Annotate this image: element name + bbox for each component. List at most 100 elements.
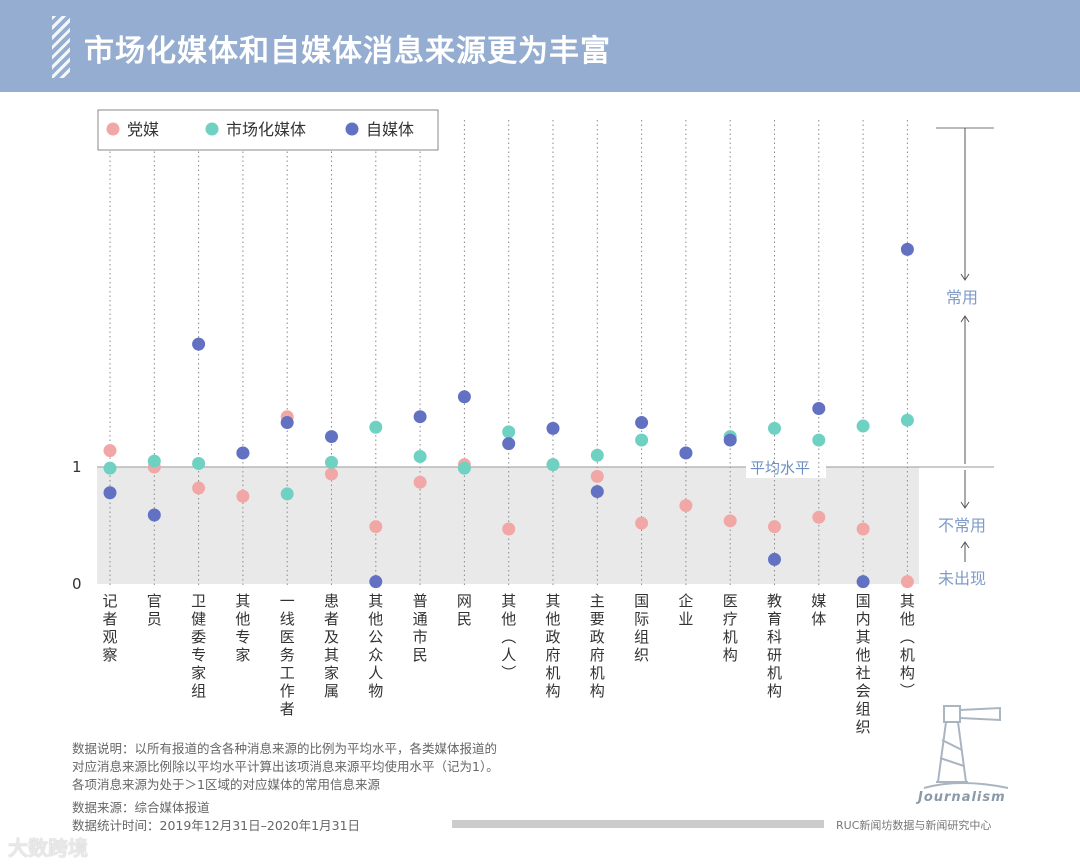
legend-box: [97, 109, 439, 151]
point-party-media: [192, 481, 206, 495]
region-label-absent: 未出现: [938, 569, 986, 588]
point-party-media: [103, 444, 117, 458]
point-self-media: [590, 485, 604, 499]
point-self-media: [502, 437, 516, 451]
absent-arrow-up-head: [960, 541, 970, 549]
point-market-media: [457, 461, 471, 475]
point-self-media: [900, 242, 914, 256]
point-party-media: [723, 514, 737, 528]
logo-text: Journalism: [918, 790, 1006, 805]
point-party-media: [413, 475, 427, 489]
point-self-media: [147, 508, 161, 522]
point-party-media: [590, 469, 604, 483]
point-market-media: [590, 448, 604, 462]
point-party-media: [236, 489, 250, 503]
y-tick-label: 0: [72, 575, 82, 593]
category-label: 其他公众人物: [368, 592, 383, 700]
header-stripes: [52, 16, 70, 78]
category-label: 国内其他社会组织: [856, 592, 871, 736]
point-party-media: [635, 516, 649, 530]
point-market-media: [280, 487, 294, 501]
point-self-media: [812, 402, 826, 415]
point-market-media: [192, 456, 206, 470]
point-self-media: [192, 337, 206, 351]
category-label: 教育科研机构: [767, 592, 782, 700]
category-label: 媒体: [811, 592, 826, 628]
category-label: 其他︵机构︶: [900, 592, 915, 700]
uncommon-arrow-down-head: [960, 501, 970, 509]
point-market-media: [502, 425, 516, 439]
point-self-media: [280, 416, 294, 430]
category-label: 其他政府机构: [545, 592, 560, 700]
point-market-media: [546, 458, 560, 472]
point-self-media: [635, 416, 649, 430]
point-party-media: [812, 510, 826, 524]
average-label: 平均水平: [750, 459, 810, 477]
point-self-media: [369, 575, 383, 589]
category-label: 其他︵人︶: [501, 592, 516, 682]
point-party-media: [369, 520, 383, 534]
legend-marker: [345, 122, 359, 136]
category-label: 官员: [147, 592, 162, 628]
point-party-media: [502, 522, 516, 536]
category-label: 网民: [457, 592, 472, 628]
legend-label: 党媒: [127, 120, 159, 139]
category-label: 医疗机构: [723, 592, 738, 664]
note-line-1: 数据说明：以所有报道的含各种消息来源的比例为平均水平，各类媒体报道的: [72, 741, 498, 756]
note-line-3: 各项消息来源为处于＞1区域的对应媒体的常用信息来源: [72, 777, 380, 792]
category-label: 主要政府机构: [590, 592, 605, 700]
category-label: 普通市民: [413, 592, 428, 664]
header-banner: 市场化媒体和自媒体消息来源更为丰富: [0, 0, 1080, 92]
point-self-media: [768, 552, 781, 566]
point-party-media: [325, 467, 338, 481]
point-market-media: [900, 413, 914, 427]
credit-text: RUC新闻坊数据与新闻研究中心: [836, 819, 992, 832]
point-self-media: [325, 430, 338, 444]
page-title: 市场化媒体和自媒体消息来源更为丰富: [84, 34, 611, 69]
region-label-uncommon: 不常用: [938, 516, 986, 535]
legend-marker: [205, 122, 219, 136]
point-party-media: [900, 575, 914, 589]
lighthouse-logo: [923, 705, 1009, 789]
point-self-media: [679, 446, 693, 460]
y-tick-label: 1: [72, 458, 82, 476]
data-source: 数据来源：综合媒体报道: [72, 800, 210, 815]
legend-label: 自媒体: [366, 120, 414, 139]
data-period: 数据统计时间：2019年12月31日–2020年1月31日: [72, 818, 361, 833]
point-self-media: [723, 433, 737, 447]
point-self-media: [413, 410, 427, 424]
common-arrow-up-head: [960, 315, 970, 323]
category-label: 企业: [678, 592, 693, 628]
common-arrow-down-head: [960, 273, 970, 281]
point-market-media: [768, 421, 781, 435]
point-self-media: [546, 421, 560, 435]
point-market-media: [812, 433, 826, 447]
point-self-media: [856, 575, 870, 589]
category-label: 一线医务工作者: [280, 592, 295, 718]
point-market-media: [325, 455, 338, 469]
point-party-media: [679, 499, 693, 513]
average-label-bg: [746, 456, 826, 478]
point-market-media: [856, 419, 870, 433]
watermark: 大数跨境: [8, 836, 88, 860]
category-label: 记者观察: [102, 592, 117, 664]
point-market-media: [369, 420, 383, 434]
category-label: 患者及其家属: [324, 592, 339, 700]
footer-bar: [452, 820, 824, 828]
point-market-media: [147, 454, 161, 468]
point-party-media: [768, 520, 781, 534]
legend-label: 市场化媒体: [226, 120, 306, 139]
point-market-media: [635, 433, 649, 447]
point-self-media: [103, 486, 117, 500]
category-label: 卫健委专家组: [191, 592, 206, 700]
point-market-media: [103, 461, 117, 475]
point-party-media: [856, 522, 870, 536]
legend-marker: [106, 122, 120, 136]
region-label-common: 常用: [946, 288, 978, 307]
point-self-media: [457, 390, 471, 404]
note-line-2: 对应消息来源比例除以平均水平计算出该项消息来源平均使用水平（记为1）。: [72, 759, 499, 774]
category-label: 其他专家: [235, 592, 250, 664]
category-label: 国际组织: [634, 592, 649, 664]
point-self-media: [236, 446, 250, 460]
